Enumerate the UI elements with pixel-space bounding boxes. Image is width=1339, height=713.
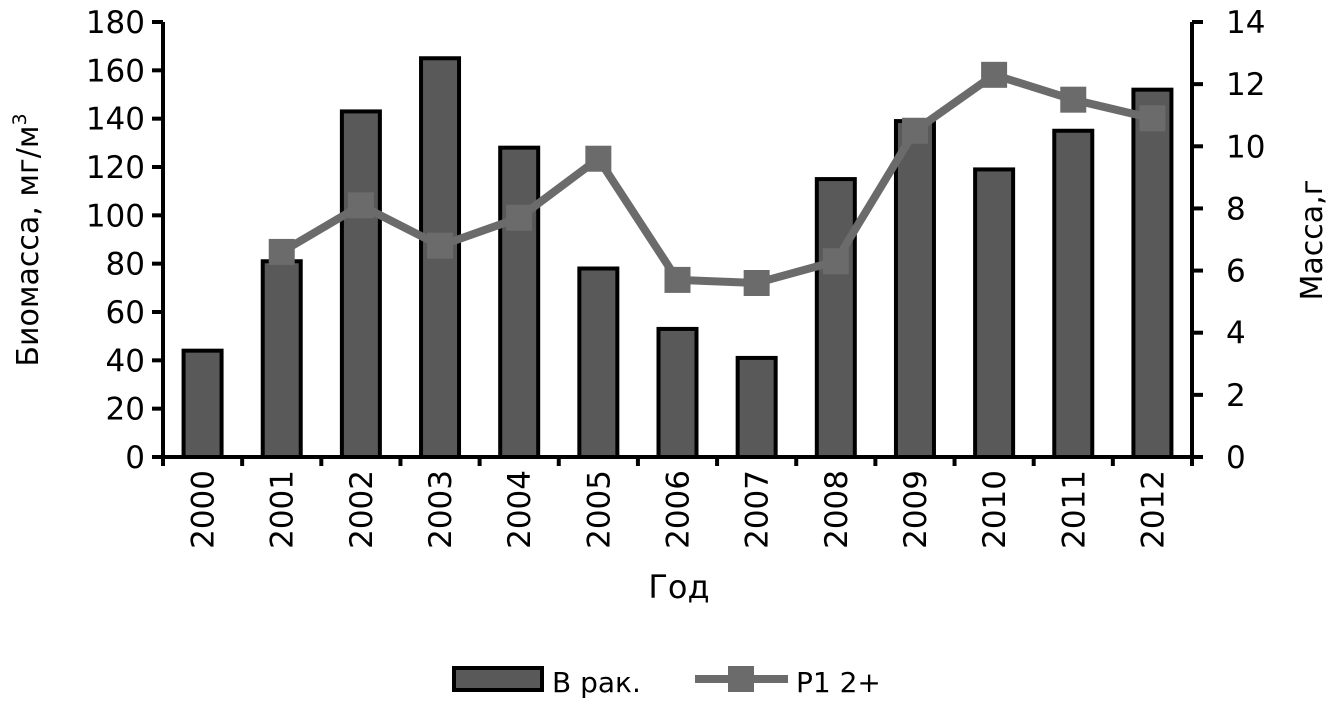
x-tick-label-2009: 2009 bbox=[898, 470, 934, 549]
legend-label-line: P1 2+ bbox=[796, 666, 881, 699]
bar-2012 bbox=[1131, 87, 1174, 460]
y2-tick-label-4: 4 bbox=[1226, 316, 1246, 352]
line-point-2002 bbox=[347, 192, 374, 219]
x-tick-label-2005: 2005 bbox=[581, 470, 617, 549]
y-tick-label-0: 0 bbox=[125, 440, 145, 476]
bar-2000 bbox=[181, 348, 224, 459]
axes-layer: 0 20 40 60 80 100 120 140 160 180 0 2 4 6 8 10 12 14 2000 2… bbox=[86, 5, 1266, 549]
y-tick-label-80: 80 bbox=[106, 247, 145, 283]
bar-2010 bbox=[973, 167, 1016, 460]
x-tick-label-2010: 2010 bbox=[977, 470, 1013, 549]
x-tick-label-2006: 2006 bbox=[661, 470, 697, 549]
bar-2011 bbox=[1052, 128, 1095, 459]
y-axis-title: Биомасса, мг/м3 bbox=[9, 113, 46, 366]
legend: B рак. P1 2+ bbox=[452, 666, 881, 699]
y-axis-title-superscript: 3 bbox=[9, 113, 31, 125]
x-tick-label-2000: 2000 bbox=[186, 470, 222, 549]
series-line-p1-2plus bbox=[279, 70, 1154, 287]
line-point-2003 bbox=[427, 232, 454, 259]
x-tick-label-2001: 2001 bbox=[265, 470, 301, 549]
y-tick-label-100: 100 bbox=[86, 198, 145, 234]
y-tick-label-160: 160 bbox=[86, 53, 145, 89]
bar-2006 bbox=[656, 326, 699, 459]
line-point-2006 bbox=[664, 266, 691, 293]
y2-tick-label-0: 0 bbox=[1226, 440, 1246, 476]
line-point-2005 bbox=[585, 145, 612, 172]
bar-2004 bbox=[498, 145, 541, 460]
line-layer bbox=[268, 61, 1166, 296]
x-tick-label-2004: 2004 bbox=[502, 470, 538, 549]
x-tick-label-2003: 2003 bbox=[423, 470, 459, 549]
x-tick-label-2011: 2011 bbox=[1056, 470, 1092, 549]
bars-layer bbox=[181, 56, 1174, 460]
x-tick-label-2002: 2002 bbox=[344, 470, 380, 549]
y2-tick-label-8: 8 bbox=[1226, 191, 1246, 227]
y2-tick-label-6: 6 bbox=[1226, 254, 1246, 290]
bar-2008 bbox=[814, 177, 857, 459]
line-point-2011 bbox=[1060, 86, 1087, 113]
text-layer: Год Биомасса, мг/м3 Масса,г bbox=[9, 113, 1330, 606]
legend-marker-sample bbox=[728, 666, 754, 692]
line-point-2004 bbox=[506, 204, 533, 231]
y-axis-title-text: Биомасса, мг/м bbox=[11, 126, 46, 367]
y2-axis-title: Масса,г bbox=[1295, 180, 1330, 301]
legend-label-bar: B рак. bbox=[552, 666, 641, 699]
x-tick-label-2008: 2008 bbox=[819, 470, 855, 549]
x-axis-title: Год bbox=[648, 568, 709, 606]
line-point-2008 bbox=[822, 248, 849, 275]
y-tick-label-120: 120 bbox=[86, 150, 145, 186]
line-point-2009 bbox=[901, 117, 928, 144]
y-tick-label-180: 180 bbox=[86, 5, 145, 41]
y-tick-label-140: 140 bbox=[86, 102, 145, 138]
line-point-2010 bbox=[981, 61, 1008, 88]
y2-tick-label-14: 14 bbox=[1226, 5, 1265, 41]
bar-2005 bbox=[577, 266, 620, 459]
line-point-2007 bbox=[743, 270, 770, 296]
y2-tick-label-10: 10 bbox=[1226, 129, 1265, 165]
legend-swatch-bar bbox=[452, 666, 544, 692]
bar-2002 bbox=[339, 109, 382, 460]
y-tick-label-20: 20 bbox=[106, 392, 145, 428]
y2-tick-label-2: 2 bbox=[1226, 378, 1246, 414]
x-tick-label-2012: 2012 bbox=[1135, 470, 1171, 549]
y2-tick-label-12: 12 bbox=[1226, 67, 1265, 103]
bar-2009 bbox=[893, 119, 936, 459]
line-point-2001 bbox=[268, 238, 295, 265]
y-tick-label-60: 60 bbox=[106, 295, 145, 331]
line-point-2012 bbox=[1139, 105, 1166, 132]
bar-2007 bbox=[735, 355, 778, 459]
y-tick-label-40: 40 bbox=[106, 343, 145, 379]
bar-2001 bbox=[260, 259, 303, 459]
x-tick-label-2007: 2007 bbox=[740, 470, 776, 549]
